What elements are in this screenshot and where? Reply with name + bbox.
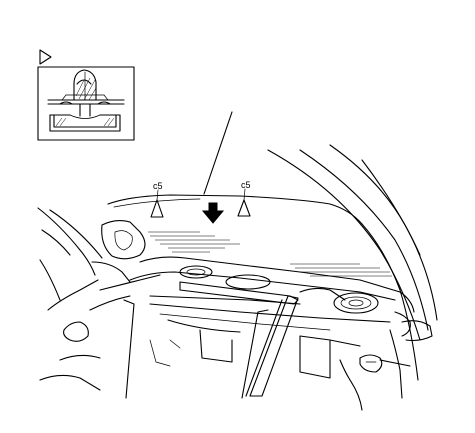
triangle-outline-icon: [237, 199, 251, 217]
clip-callout-left: c5: [150, 181, 164, 218]
clip-callout-label: c5: [241, 180, 251, 190]
bold-down-arrow-icon: [201, 202, 225, 224]
clip-callout-label: c5: [153, 181, 163, 191]
inset-detail: [37, 49, 135, 141]
triangle-outline-icon: [39, 49, 52, 65]
windshield-glass-shading: [148, 231, 392, 277]
clip-callout-right: c5: [237, 180, 251, 217]
left-pillar-area: [37, 207, 161, 342]
windshield-upper-molding: [107, 194, 363, 225]
clip-cross-section: [47, 69, 125, 132]
roof-pillar-curves: [267, 144, 438, 381]
triangle-outline-icon: [150, 199, 164, 218]
strut-bars: [123, 295, 361, 399]
inset-frame: [37, 66, 135, 141]
leader-line: [203, 111, 233, 195]
lower-left-clutter: [39, 339, 181, 391]
right-components: [339, 311, 433, 411]
